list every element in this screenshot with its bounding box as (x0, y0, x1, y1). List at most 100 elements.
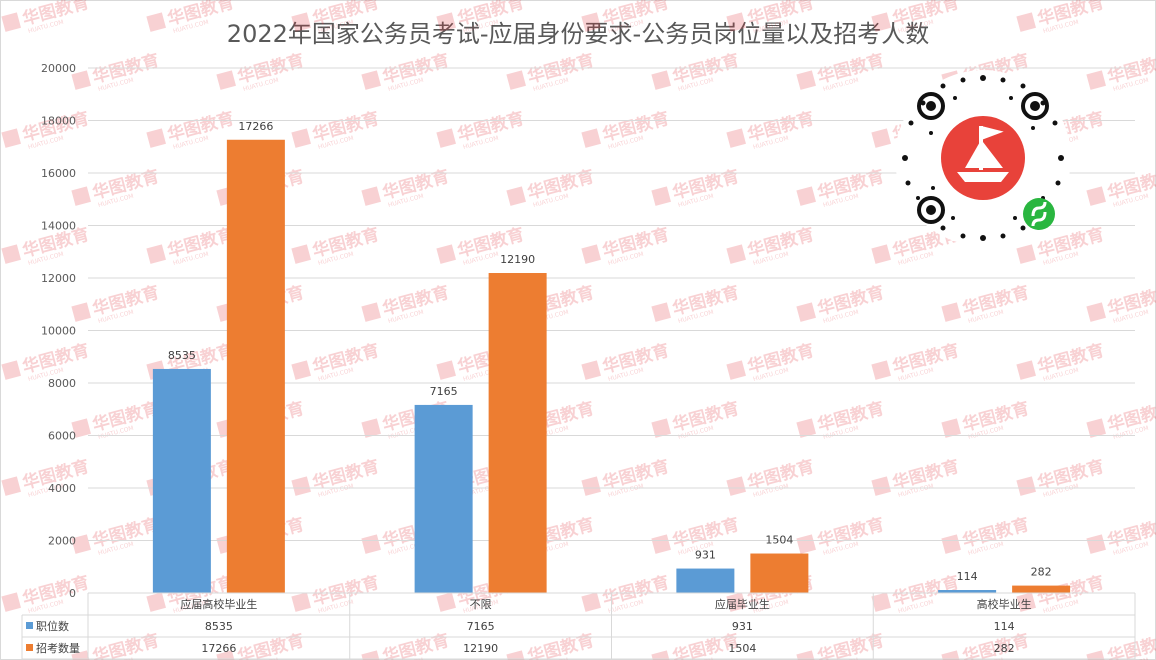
watermark-mark-icon (1086, 650, 1106, 660)
y-tick-label: 18000 (41, 115, 76, 128)
watermark-mark-icon (1, 128, 21, 148)
watermark-mark-icon (361, 534, 381, 554)
y-tick-label: 4000 (48, 482, 76, 495)
data-label: 17266 (238, 120, 273, 133)
watermark-mark-icon (941, 650, 961, 660)
watermark-mark-icon (291, 476, 311, 496)
table-cell: 282 (994, 642, 1015, 655)
watermark-mark-icon (1086, 302, 1106, 322)
watermark-mark-icon (361, 418, 381, 438)
watermark-mark-icon (651, 534, 671, 554)
watermark-mark-icon (1, 476, 21, 496)
watermark-mark-icon (726, 12, 746, 32)
watermark-mark-icon (941, 418, 961, 438)
watermark-mark-icon (506, 186, 526, 206)
y-tick-label: 2000 (48, 535, 76, 548)
watermark-mark-icon (651, 418, 671, 438)
watermark-mark-icon (361, 650, 381, 660)
watermark-mark-icon (1016, 360, 1036, 380)
watermark-mark-icon (651, 650, 671, 660)
watermark-mark-icon (871, 128, 891, 148)
watermark-mark-icon (291, 128, 311, 148)
watermark-mark-icon (1016, 592, 1036, 612)
watermark-brand: 华图教育 (90, 630, 161, 660)
data-label: 7165 (430, 385, 458, 398)
y-tick-label: 16000 (41, 167, 76, 180)
data-label: 282 (1031, 566, 1052, 579)
watermark-mark-icon (146, 12, 166, 32)
watermark-mark-icon (796, 650, 816, 660)
watermark-mark-icon (1, 592, 21, 612)
watermark-mark-icon (871, 476, 891, 496)
watermark-mark-icon (291, 360, 311, 380)
watermark-mark-icon (71, 70, 91, 90)
bar-applicants (750, 553, 809, 593)
watermark-mark-icon (796, 186, 816, 206)
bar-positions (676, 568, 735, 593)
y-tick-label: 14000 (41, 220, 76, 233)
data-label: 931 (695, 549, 716, 562)
watermark-mark-icon (651, 186, 671, 206)
data-label: 8535 (168, 349, 196, 362)
watermark-mark-icon (361, 70, 381, 90)
watermark-mark-icon (871, 592, 891, 612)
watermark-mark-icon (1086, 70, 1106, 90)
data-label: 12190 (500, 253, 535, 266)
watermark-mark-icon (146, 244, 166, 264)
y-tick-label: 8000 (48, 377, 76, 390)
watermark-mark-icon (726, 592, 746, 612)
watermark-mark-icon (291, 592, 311, 612)
category-label: 应届毕业生 (715, 597, 770, 611)
watermark-mark-icon (71, 650, 91, 660)
table-cell: 931 (732, 620, 753, 633)
watermark-mark-icon (216, 70, 236, 90)
bar-positions (414, 404, 473, 593)
watermark-mark-icon (726, 244, 746, 264)
table-cell: 12190 (463, 642, 498, 655)
bar-applicants (488, 273, 547, 593)
watermark-mark-icon (651, 302, 671, 322)
watermark-mark-icon (506, 650, 526, 660)
watermark-mark-icon (1, 12, 21, 32)
y-tick-label: 20000 (41, 62, 76, 75)
watermark-mark-icon (871, 360, 891, 380)
bar-positions (938, 590, 997, 593)
watermark-mark-icon (71, 418, 91, 438)
watermark-mark-icon (71, 534, 91, 554)
watermark-mark-icon (796, 70, 816, 90)
watermark-mark-icon (581, 592, 601, 612)
watermark-mark-icon (1, 360, 21, 380)
watermark-brand: 华图教育 (815, 630, 886, 660)
